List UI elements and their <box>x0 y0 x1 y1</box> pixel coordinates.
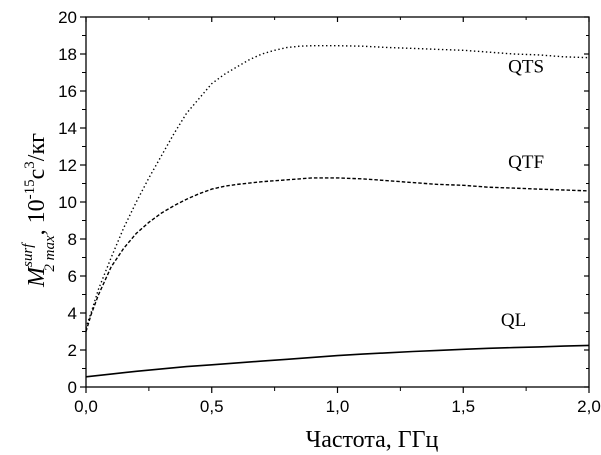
y-axis-title-unit-c-exp: 3 <box>22 161 38 169</box>
x-tick-label-1: 0,5 <box>200 397 224 416</box>
x-tick-label-4: 2,0 <box>577 397 601 416</box>
y-tick-label-0: 0 <box>68 378 77 397</box>
y-axis-title-unit-base: 10 <box>24 199 50 223</box>
series-label-qtf: QTF <box>508 152 544 173</box>
y-axis-title: Msurf 2 max, 10-15с3/кг <box>20 133 58 288</box>
y-tick-label-10: 20 <box>58 8 77 27</box>
series-layer: QTS QTF QL <box>85 45 590 378</box>
y-tick-label-9: 18 <box>58 45 77 64</box>
y-axis-title-comma: , <box>24 223 50 235</box>
y-tick-label-8: 16 <box>58 82 77 101</box>
series-line-qts <box>85 45 590 329</box>
y-tick-label-3: 6 <box>68 267 77 286</box>
y-tick-label-6: 12 <box>58 156 77 175</box>
y-axis-title-unit-rest: /кг <box>24 133 50 161</box>
series-label-qts: QTS <box>508 57 544 78</box>
x-tick-label-0: 0,0 <box>74 397 98 416</box>
y-axis-title-symbol: M <box>24 265 50 288</box>
y-tick-label-7: 14 <box>58 119 77 138</box>
y-axis-title-unit-c: с <box>24 169 50 180</box>
y-tick-label-4: 8 <box>68 230 77 249</box>
series-line-qtf <box>85 177 590 332</box>
x-tick-label-3: 1,5 <box>451 397 475 416</box>
y-axis-title-unit-exp: -15 <box>22 179 38 199</box>
y-axis-title-sup: surf <box>20 242 36 267</box>
series-line-ql <box>85 344 590 378</box>
y-tick-label-5: 10 <box>58 193 77 212</box>
axes-layer: 0,0 0,5 1,0 1,5 2,0 0 2 4 6 8 10 12 14 16 18 20 <box>58 8 601 416</box>
y-tick-label-2: 4 <box>68 304 77 323</box>
y-tick-label-1: 2 <box>68 341 77 360</box>
x-axis-title: Частота, ГГц <box>306 427 439 453</box>
series-label-ql: QL <box>501 310 526 331</box>
y-axis-title-sub: 2 max <box>42 235 58 272</box>
x-tick-label-2: 1,0 <box>326 397 350 416</box>
